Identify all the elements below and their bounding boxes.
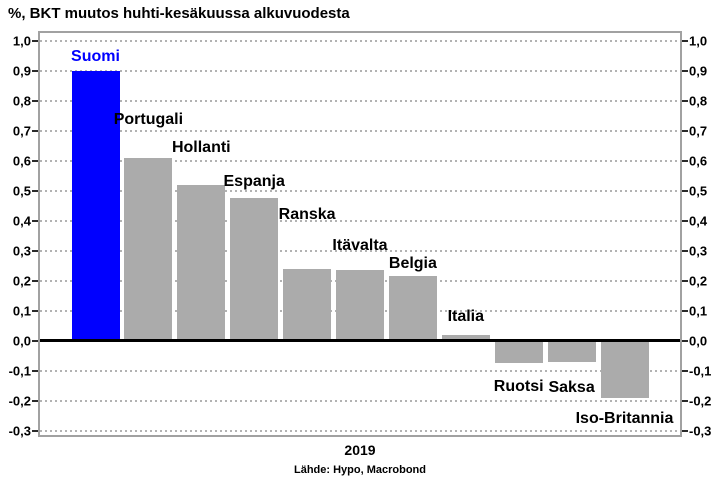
bar-espanja (230, 198, 279, 341)
y-axis-tick-right (682, 249, 688, 252)
y-axis-label-right: 0,4 (689, 213, 708, 229)
y-axis-tick-left (32, 339, 38, 342)
y-axis-tick-left (32, 429, 38, 432)
y-axis-tick-right (682, 369, 688, 372)
y-axis-tick-right (682, 399, 688, 402)
bar-iso-britannia (600, 340, 649, 398)
y-axis-label-left: 0,9 (12, 63, 31, 79)
y-axis-tick-left (32, 159, 38, 162)
y-axis-tick-right (682, 99, 688, 102)
y-axis-tick-right (682, 69, 688, 72)
grid-line (40, 399, 680, 402)
bar-label-hollanti: Hollanti (171, 138, 231, 156)
y-axis-tick-left (32, 279, 38, 282)
x-axis-label: 2019 (344, 442, 376, 458)
y-axis-tick-left (32, 99, 38, 102)
y-axis-tick-right (682, 309, 688, 312)
bar-label-ranska: Ranska (278, 205, 336, 223)
y-axis-label-left: -0,1 (8, 363, 31, 379)
y-axis-tick-right (682, 429, 688, 432)
y-axis-label-right: 0,9 (689, 63, 708, 79)
grid-line (40, 189, 680, 192)
bar-label-ruotsi: Ruotsi (493, 377, 544, 395)
grid-line (40, 39, 680, 42)
bar-hollanti (177, 184, 226, 341)
grid-line (40, 159, 680, 162)
y-axis-label-right: 0,6 (689, 153, 708, 169)
y-axis-label-left: 0,1 (12, 303, 31, 319)
bar-italia (441, 334, 490, 341)
y-axis-tick-right (682, 129, 688, 132)
y-axis-label-right: 0,7 (689, 123, 708, 139)
bar-label-itävalta: Itävalta (332, 237, 388, 255)
y-axis-label-right: 0,5 (689, 183, 708, 199)
bar-saksa (547, 340, 596, 363)
y-axis-label-left: -0,2 (8, 393, 31, 409)
grid-line (40, 129, 680, 132)
bar-label-iso-britannia: Iso-Britannia (575, 409, 674, 427)
y-axis-label-right: -0,2 (689, 393, 712, 409)
y-axis-tick-left (32, 69, 38, 72)
y-axis-label-left: 0,3 (12, 243, 31, 259)
y-axis-label-left: 0,2 (12, 273, 31, 289)
y-axis-label-right: -0,1 (689, 363, 712, 379)
plot-area: Suomi Portugali Hollanti Espanja Ranska Itäva… (38, 31, 682, 437)
y-axis-tick-right (682, 219, 688, 222)
zero-line (40, 339, 680, 343)
y-axis-label-right: 0,8 (689, 93, 708, 109)
y-axis-label-left: 0,0 (12, 333, 31, 349)
y-axis-label-left: 0,5 (12, 183, 31, 199)
y-axis-label-left: 1,0 (12, 33, 31, 49)
y-axis-tick-left (32, 249, 38, 252)
y-axis-label-left: 0,8 (12, 93, 31, 109)
y-axis-tick-left (32, 219, 38, 222)
bar-label-belgia: Belgia (388, 255, 437, 273)
y-axis-label-left: -0,3 (8, 423, 31, 439)
grid-line (40, 249, 680, 252)
bar-ranska (283, 268, 332, 341)
y-axis-tick-left (32, 399, 38, 402)
y-axis-label-right: 0,0 (689, 333, 708, 349)
bar-label-italia: Italia (447, 307, 485, 325)
y-axis-label-left: 0,4 (12, 213, 31, 229)
grid-line (40, 99, 680, 102)
bar-label-espanja: Espanja (223, 173, 285, 191)
bar-label-suomi: Suomi (71, 47, 120, 65)
grid-line (40, 369, 680, 372)
y-axis-label-left: 0,7 (12, 123, 31, 139)
bar-suomi (71, 70, 120, 341)
y-axis-tick-right (682, 189, 688, 192)
grid-line (40, 69, 680, 72)
y-axis-label-right: 1,0 (689, 33, 708, 49)
y-axis-label-right: -0,3 (689, 423, 712, 439)
y-axis-tick-right (682, 39, 688, 42)
bar-belgia (388, 276, 437, 341)
y-axis-label-left: 0,6 (12, 153, 31, 169)
source-note: Lähde: Hypo, Macrobond (294, 464, 426, 476)
grid-line (40, 219, 680, 222)
y-axis-tick-left (32, 369, 38, 372)
bar-ruotsi (494, 340, 543, 363)
y-axis-tick-right (682, 159, 688, 162)
grid-line (40, 429, 680, 432)
y-axis-tick-right (682, 279, 688, 282)
y-axis-tick-left (32, 189, 38, 192)
bar-label-saksa: Saksa (548, 379, 595, 397)
y-axis-tick-left (32, 129, 38, 132)
y-axis-tick-left (32, 309, 38, 312)
y-axis-label-right: 0,2 (689, 273, 708, 289)
bar-label-portugali: Portugali (113, 110, 184, 128)
bar-itävalta (336, 270, 384, 341)
y-axis-label-right: 0,1 (689, 303, 708, 319)
y-axis-label-right: 0,3 (689, 243, 708, 259)
chart-title: %, BKT muutos huhti-kesäkuussa alkuvuode… (8, 5, 350, 22)
y-axis-tick-left (32, 39, 38, 42)
bar-portugali (124, 157, 173, 341)
y-axis-tick-right (682, 339, 688, 342)
